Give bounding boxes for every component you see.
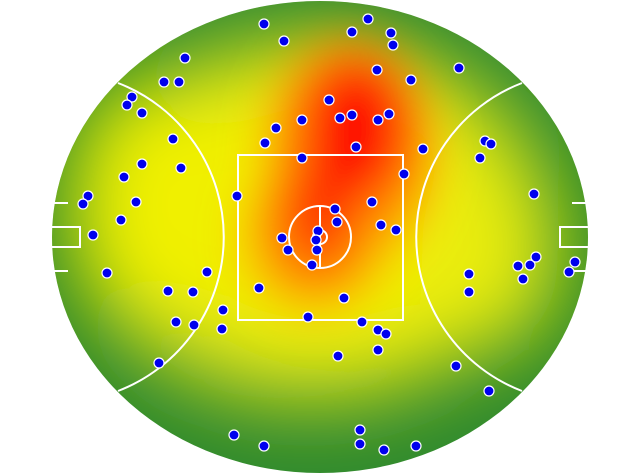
point [524, 259, 536, 271]
point [398, 168, 410, 180]
point [121, 99, 133, 111]
point [346, 109, 358, 121]
point [385, 27, 397, 39]
point [410, 440, 422, 452]
point [371, 64, 383, 76]
point [372, 344, 384, 356]
point [569, 256, 581, 268]
point [383, 108, 395, 120]
point [162, 285, 174, 297]
point [101, 267, 113, 279]
point [483, 385, 495, 397]
point [136, 158, 148, 170]
point [179, 52, 191, 64]
point [77, 198, 89, 210]
point [405, 74, 417, 86]
point [530, 251, 542, 263]
point [258, 440, 270, 452]
point [175, 162, 187, 174]
points [77, 13, 581, 456]
point [276, 232, 288, 244]
point [278, 35, 290, 47]
point [450, 360, 462, 372]
point [380, 328, 392, 340]
point [463, 286, 475, 298]
point [270, 122, 282, 134]
point [296, 114, 308, 126]
point [512, 260, 524, 272]
point [332, 350, 344, 362]
point [217, 304, 229, 316]
point [485, 138, 497, 150]
point [158, 76, 170, 88]
point [453, 62, 465, 74]
point [338, 292, 350, 304]
point [331, 216, 343, 228]
point [417, 143, 429, 155]
point [387, 39, 399, 51]
point [188, 319, 200, 331]
point [372, 114, 384, 126]
point [356, 316, 368, 328]
point [474, 152, 486, 164]
point [334, 112, 346, 124]
point [528, 188, 540, 200]
field-lines [52, 82, 588, 392]
point [329, 203, 341, 215]
point [463, 268, 475, 280]
point [362, 13, 374, 25]
point [231, 190, 243, 202]
point [296, 152, 308, 164]
point [310, 234, 322, 246]
point [375, 219, 387, 231]
point [153, 357, 165, 369]
point [311, 244, 323, 256]
point [563, 266, 575, 278]
point [130, 196, 142, 208]
point [390, 224, 402, 236]
point [173, 76, 185, 88]
point [187, 286, 199, 298]
point [312, 225, 324, 237]
point [201, 266, 213, 278]
point [259, 137, 271, 149]
point [170, 316, 182, 328]
point [253, 282, 265, 294]
point [323, 94, 335, 106]
point [167, 133, 179, 145]
point [282, 244, 294, 256]
point [136, 107, 148, 119]
point [378, 444, 390, 456]
point [82, 190, 94, 202]
point [216, 323, 228, 335]
point [366, 196, 378, 208]
point [258, 18, 270, 30]
point [517, 273, 529, 285]
point [228, 429, 240, 441]
point [126, 91, 138, 103]
point [354, 438, 366, 450]
point [302, 311, 314, 323]
point [306, 259, 318, 271]
point [354, 424, 366, 436]
point [118, 171, 130, 183]
point [115, 214, 127, 226]
point [87, 229, 99, 241]
point [350, 141, 362, 153]
point [346, 26, 358, 38]
